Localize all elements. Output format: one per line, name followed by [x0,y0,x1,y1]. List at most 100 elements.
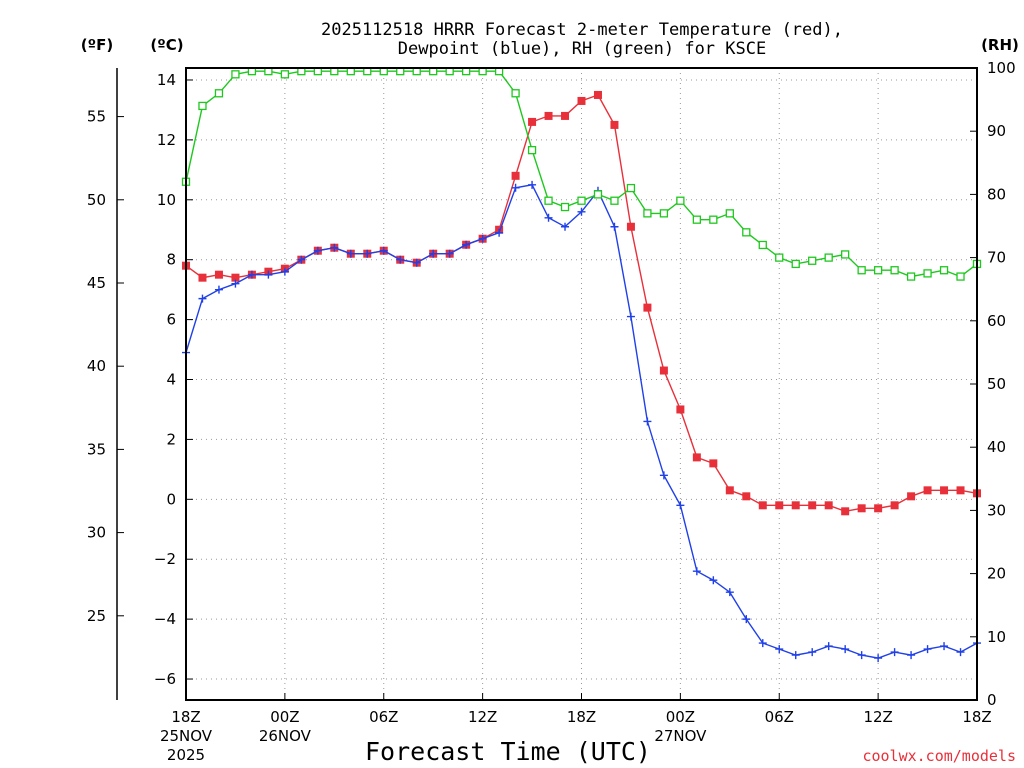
dewpoint-point [396,255,405,264]
rh-point [527,146,537,155]
temperature-point [676,405,685,414]
chart-title-line1: 2025112518 HRRR Forecast 2-meter Tempera… [321,20,843,40]
rh-point [758,240,767,250]
rh-tick-label: 80 [987,185,1006,203]
rh-point [511,89,520,98]
fahrenheit-tick-label: 35 [87,440,106,458]
temperature-point [659,366,668,375]
temperature-point [593,90,602,99]
x-tick-label: 12Z [863,708,892,726]
temperature-point [857,504,866,513]
celsius-tick-label: −6 [154,670,176,688]
fahrenheit-tick-label: 45 [87,274,106,292]
dewpoint-point [445,249,454,258]
rh-point [593,190,603,199]
dewpoint-point [214,285,223,294]
dewpoint-point [231,279,240,288]
temperature-point [561,111,570,120]
rh-point [610,196,619,205]
dewpoint-point [511,183,520,192]
dewpoint-point [264,270,273,279]
rh-tick-label: 70 [987,249,1006,267]
rh-point [742,228,751,237]
rh-point [906,272,916,281]
grid-lines [185,68,978,700]
rh-point [791,259,800,269]
celsius-tick-label: 12 [157,131,176,149]
celsius-tick-label: −4 [154,610,176,628]
rh-point [626,183,636,193]
rh-tick-label: 40 [987,438,1006,456]
rh-point [643,209,652,218]
dewpoint-point [643,417,652,426]
temperature-point [758,501,767,510]
source-credit: coolwx.com/models [862,747,1016,765]
dewpoint-point [742,615,751,624]
fahrenheit-tick-label: 50 [87,191,106,209]
dewpoint-point [676,501,685,510]
temperature-point [528,117,537,126]
series-layer [181,67,982,663]
dewpoint-point [577,207,586,216]
dewpoint-point [561,222,570,231]
dewpoint-point [363,249,372,258]
temperature-point [808,501,817,510]
dewpoint-point [297,255,306,264]
dewpoint-point [709,576,718,585]
rh-tick-label: 20 [987,565,1006,583]
temperature-point [923,486,932,495]
dewpoint-point [198,294,207,303]
rh-point [808,256,817,265]
x-tick-date: 27NOV [654,727,707,745]
dewpoint-point [874,654,883,663]
celsius-tick-label: 14 [157,71,176,89]
temperature-point [610,120,619,129]
celsius-tick-label: 4 [166,371,176,389]
celsius-tick-label: 10 [157,191,176,209]
rh-point [692,215,702,224]
dewpoint-point [775,645,784,654]
dewpoint-point [610,222,619,231]
axis-ticks: −6 −4 −2 0 2 4 6 8 10 12 14 25 30 35 40 45 50 55 0 10 20 30 40… [87,59,1016,764]
dewpoint-point [791,651,800,660]
celsius-tick-label: 0 [166,490,176,508]
rh-point [198,101,207,111]
temperature-point [890,501,899,510]
x-tick-label: 00Z [666,708,695,726]
chart-title-line2: Dewpoint (blue), RH (green) for KSCE [398,39,766,59]
temperature-point [824,501,833,510]
rh-point [231,70,240,79]
rh-point [841,250,850,259]
temperature-point [231,273,240,282]
temperature-point [940,486,949,495]
x-tick-date: 26NOV [259,727,312,745]
fahrenheit-tick-label: 55 [87,108,106,126]
rh-point [824,253,833,262]
x-axis-title: Forecast Time (UTC) [365,737,651,766]
rh-tick-label: 50 [987,375,1006,393]
temperature-point [725,486,734,495]
x-tick-label: 18Z [962,708,991,726]
fahrenheit-axis-unit: (ºF) [81,36,113,54]
dewpoint-point [379,246,388,255]
temperature-point [544,111,553,120]
dewpoint-point [808,648,817,657]
celsius-tick-label: 2 [166,430,176,448]
rh-point [873,266,883,275]
x-tick-label: 18Z [567,708,596,726]
temperature-point [791,501,800,510]
celsius-tick-label: 6 [166,311,176,329]
rh-point [544,196,553,205]
rh-tick-label: 90 [987,122,1006,140]
dewpoint-point [940,642,949,651]
dewpoint-point [313,246,322,255]
x-tick-year: 2025 [167,746,205,764]
dewpoint-point [956,648,965,657]
dewpoint-point [247,270,256,279]
fahrenheit-tick-label: 40 [87,357,106,375]
rh-point [676,196,685,205]
x-tick-label: 06Z [369,708,398,726]
temperature-point [874,504,883,513]
dewpoint-point [544,213,553,222]
